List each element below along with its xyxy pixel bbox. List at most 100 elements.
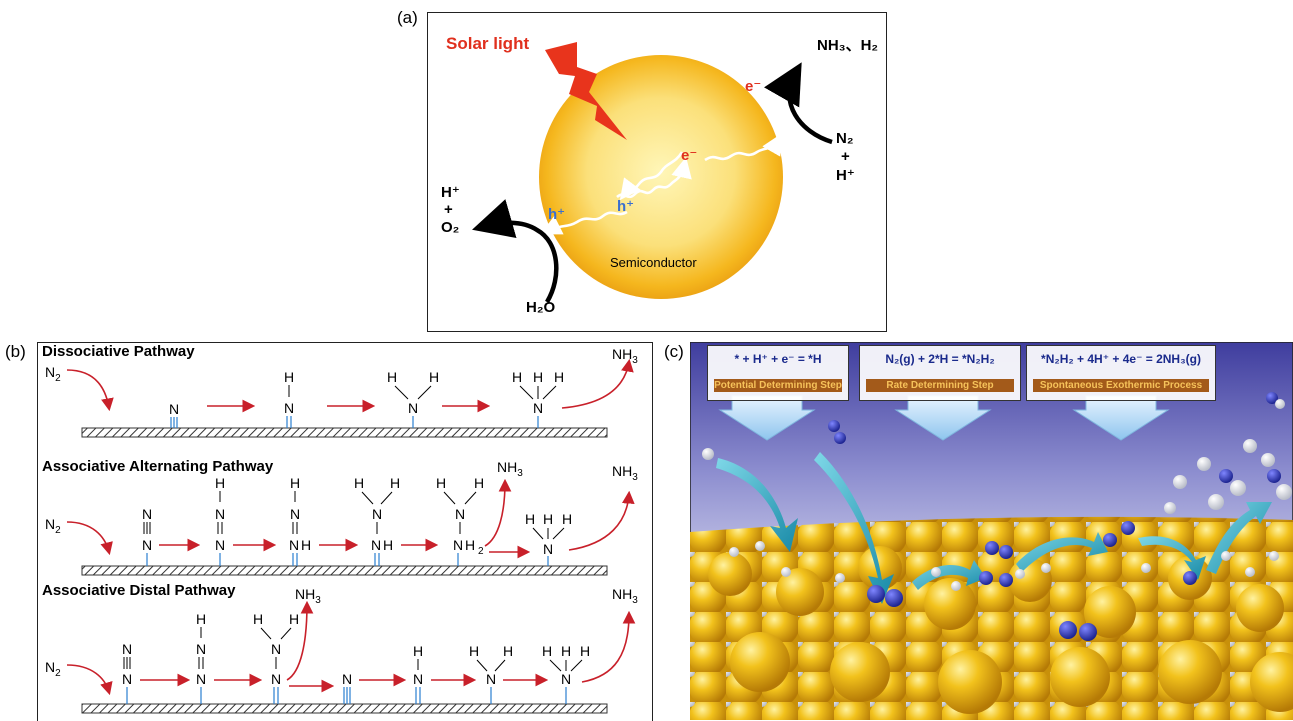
panel-b-label: (b) (5, 342, 26, 361)
distal-title: Associative Distal Pathway (42, 582, 236, 599)
svg-text:N: N (122, 641, 132, 657)
svg-text:N: N (142, 537, 152, 553)
panel-b-frame (37, 342, 653, 721)
nh3-alternating: NH3 (612, 463, 638, 483)
svg-text:N: N (169, 401, 179, 417)
svg-text:H: H (290, 475, 300, 491)
svg-text:N: N (284, 400, 294, 416)
svg-text:H: H (503, 643, 513, 659)
reactant-h-plus: H⁺ (836, 167, 855, 184)
hole-label-center: h⁺ (617, 198, 635, 215)
step-box-1: * + H⁺ + e⁻ = *H Potential Determining S… (707, 345, 849, 401)
step-box-2: N₂(g) + 2*H = *N₂H₂ Rate Determining Ste… (859, 345, 1021, 401)
electron-transfer-path (704, 133, 782, 162)
reactant-water: H₂O (526, 299, 556, 316)
oxidation-arrow (472, 199, 559, 304)
svg-text:H: H (542, 643, 552, 659)
svg-text:2: 2 (478, 546, 484, 557)
svg-text:N: N (289, 537, 299, 553)
svg-text:N: N (215, 506, 225, 522)
svg-text:N2: N2 (45, 659, 61, 679)
svg-text:N: N (196, 671, 206, 687)
svg-text:H: H (387, 369, 397, 385)
svg-text:N: N (290, 506, 300, 522)
svg-text:H: H (413, 643, 423, 659)
surface-alternating (81, 565, 608, 576)
svg-text:N: N (533, 400, 543, 416)
step-3-note: Spontaneous Exothermic Process (1033, 379, 1209, 392)
transfer-arrow-3 (1138, 536, 1206, 580)
electron-label-center: e⁻ (681, 147, 698, 164)
svg-text:H: H (429, 369, 439, 385)
svg-text:N: N (271, 671, 281, 687)
svg-text:N: N (342, 671, 352, 687)
dissociative-title: Dissociative Pathway (42, 343, 195, 360)
svg-text:H: H (215, 475, 225, 491)
solar-light-label: Solar light (446, 34, 530, 53)
svg-text:N: N (543, 541, 553, 557)
svg-text:H: H (301, 537, 311, 553)
svg-text:H: H (562, 511, 572, 527)
nh3-distal-middle: NH3 (295, 586, 321, 606)
electron-label-surface: e⁻ (745, 78, 762, 95)
svg-text:H: H (533, 369, 543, 385)
svg-text:NH3: NH3 (497, 459, 523, 479)
svg-text:H: H (469, 643, 479, 659)
nh3-dissociative: NH3 (612, 346, 638, 366)
svg-text:N: N (561, 671, 571, 687)
n2-adsorption-arrow (814, 452, 894, 604)
svg-text:N: N (486, 671, 496, 687)
alternating-title: Associative Alternating Pathway (42, 458, 274, 475)
surface-distal (81, 703, 608, 714)
h-adsorption-arrow (716, 458, 798, 552)
svg-text:H: H (196, 611, 206, 627)
svg-text:N: N (455, 506, 465, 522)
svg-text:N: N (371, 537, 381, 553)
product-nh3-h2: NH₃、H₂ (817, 37, 879, 54)
transfer-arrow-2 (1016, 532, 1108, 572)
svg-text:H: H (465, 537, 475, 553)
step-2-note: Rate Determining Step (866, 379, 1014, 392)
svg-text:H: H (561, 643, 571, 659)
svg-text:N: N (271, 641, 281, 657)
svg-text:H: H (543, 511, 553, 527)
product-h-plus: H⁺ (441, 184, 460, 201)
svg-text:N: N (453, 537, 463, 553)
n2-label-dissociative: N2 (45, 364, 61, 384)
hole-label-surface: h⁺ (548, 206, 566, 223)
svg-text:N2: N2 (45, 516, 61, 536)
surface-dissociative (81, 427, 608, 438)
product-o2: O₂ (441, 219, 460, 236)
panel-c-label: (c) (664, 342, 684, 361)
nh3-distal-end: NH3 (612, 586, 638, 606)
plus-sign-right: + (841, 148, 850, 165)
lightning-icon (545, 42, 627, 140)
svg-text:H: H (383, 537, 393, 553)
reactant-n2: N₂ (836, 130, 854, 147)
svg-text:H: H (525, 511, 535, 527)
svg-text:N: N (372, 506, 382, 522)
svg-text:H: H (284, 369, 294, 385)
svg-text:H: H (580, 643, 590, 659)
step-3-equation: *N₂H₂ + 4H⁺ + 4e⁻ = 2NH₃(g) (1041, 352, 1201, 366)
svg-text:N: N (413, 671, 423, 687)
semiconductor-label: Semiconductor (610, 255, 697, 270)
reduction-arrow (764, 62, 833, 145)
transfer-arrow-1 (912, 560, 986, 590)
svg-text:N: N (122, 671, 132, 687)
molecules (702, 392, 1292, 641)
svg-text:H: H (474, 475, 484, 491)
svg-text:H: H (289, 611, 299, 627)
panel-a-frame (427, 12, 887, 332)
svg-text:N: N (142, 506, 152, 522)
svg-text:H: H (554, 369, 564, 385)
svg-text:N: N (196, 641, 206, 657)
svg-text:H: H (390, 475, 400, 491)
plus-sign-left: + (444, 201, 453, 218)
svg-text:H: H (436, 475, 446, 491)
step-1-equation: * + H⁺ + e⁻ = *H (734, 352, 822, 366)
surface-atom-highlights (708, 546, 1293, 714)
step-2-equation: N₂(g) + 2*H = *N₂H₂ (885, 352, 995, 366)
step-box-3: *N₂H₂ + 4H⁺ + 4e⁻ = 2NH₃(g) Spontaneous … (1026, 345, 1216, 401)
